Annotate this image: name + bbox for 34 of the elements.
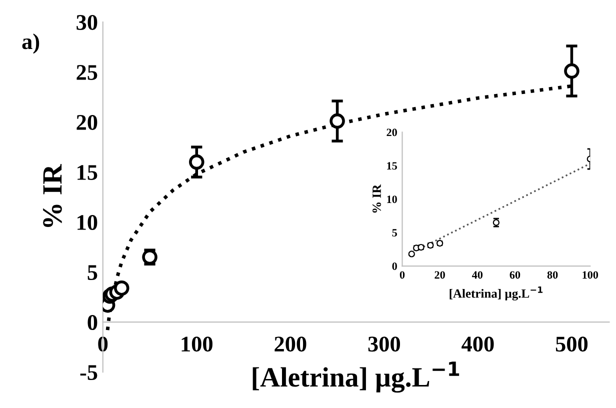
x-tick-label: 100 — [582, 271, 598, 279]
x-tick-label: 0 — [400, 271, 405, 279]
x-tick-label: 80 — [547, 271, 558, 279]
text: a) — [22, 34, 40, 54]
x-tick-label: 60 — [510, 271, 520, 279]
y-tick-label: 5 — [88, 265, 98, 280]
y-tick-label: 10 — [78, 215, 98, 230]
y-tick-label: 5 — [392, 229, 397, 237]
point — [114, 280, 130, 296]
x-tick-label: 500 — [556, 336, 588, 352]
y-tick-label: 30 — [76, 14, 98, 30]
x-tick-label: 400 — [462, 336, 494, 352]
y-tick-label: 25 — [76, 65, 98, 80]
y-tick-label: 15 — [387, 162, 397, 170]
x-tick-label: 200 — [274, 336, 306, 352]
point — [330, 113, 345, 129]
y-tick-label: 0 — [88, 315, 98, 330]
y-axis-title: % IR — [43, 164, 62, 228]
x-tick-label: 20 — [434, 271, 445, 279]
y-tick-label: -5 — [80, 365, 98, 380]
x-tick-label: 300 — [368, 336, 400, 352]
y-tick-label: 20 — [386, 128, 397, 136]
point — [564, 63, 580, 79]
point — [189, 154, 204, 170]
y-tick-label: 15 — [78, 165, 98, 180]
x-axis-title: [Aletrina] µg.L$^{−1}$ — [252, 362, 460, 393]
x-tick-label: 0 — [98, 336, 108, 352]
y-tick-label: 0 — [392, 262, 397, 270]
x-tick-label: 40 — [472, 271, 483, 279]
y-tick-label: 10 — [387, 196, 397, 204]
x-tick-label: 100 — [182, 336, 212, 352]
x-axis-title: [Aletrina] µg.L$^{−1}$ — [450, 286, 543, 300]
y-axis-title: % IR — [372, 184, 381, 213]
y-tick-label: 20 — [76, 114, 98, 130]
